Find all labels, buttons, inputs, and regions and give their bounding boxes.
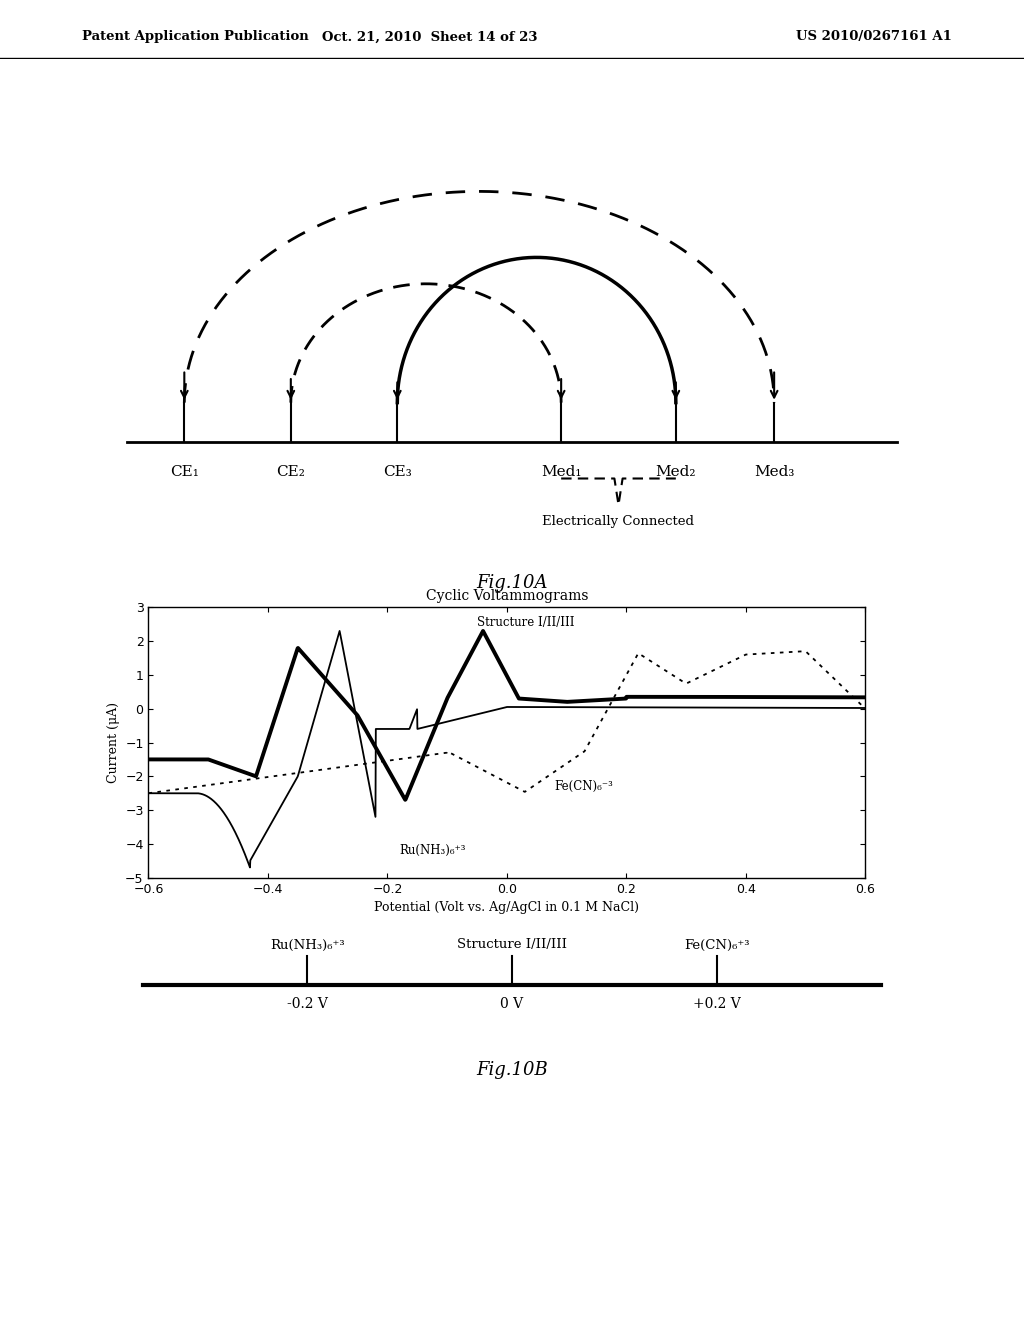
Text: CE₃: CE₃ bbox=[383, 466, 412, 479]
Text: Ru(NH₃)₆⁺³: Ru(NH₃)₆⁺³ bbox=[270, 939, 344, 952]
Text: Structure I/II/III: Structure I/II/III bbox=[457, 939, 567, 952]
X-axis label: Potential (Volt vs. Ag/AgCl in 0.1 M NaCl): Potential (Volt vs. Ag/AgCl in 0.1 M NaC… bbox=[375, 902, 639, 915]
Text: Structure I/II/III: Structure I/II/III bbox=[477, 616, 574, 628]
Text: Electrically Connected: Electrically Connected bbox=[543, 515, 694, 528]
Text: -0.2 V: -0.2 V bbox=[287, 997, 328, 1011]
Text: Med₁: Med₁ bbox=[541, 466, 582, 479]
Text: Patent Application Publication: Patent Application Publication bbox=[82, 30, 308, 44]
Text: Fig.10A: Fig.10A bbox=[476, 574, 548, 593]
Text: Fig.10B: Fig.10B bbox=[476, 1061, 548, 1080]
Text: +0.2 V: +0.2 V bbox=[693, 997, 740, 1011]
Title: Cyclic Voltammograms: Cyclic Voltammograms bbox=[426, 589, 588, 603]
Text: Fe(CN)₆⁺³: Fe(CN)₆⁺³ bbox=[684, 939, 750, 952]
Text: CE₂: CE₂ bbox=[276, 466, 305, 479]
Text: Oct. 21, 2010  Sheet 14 of 23: Oct. 21, 2010 Sheet 14 of 23 bbox=[323, 30, 538, 44]
Text: Fe(CN)₆⁻³: Fe(CN)₆⁻³ bbox=[555, 780, 613, 793]
Text: 0 V: 0 V bbox=[501, 997, 523, 1011]
Text: CE₁: CE₁ bbox=[170, 466, 199, 479]
Text: US 2010/0267161 A1: US 2010/0267161 A1 bbox=[797, 30, 952, 44]
Text: Med₃: Med₃ bbox=[754, 466, 795, 479]
Text: Med₂: Med₂ bbox=[655, 466, 696, 479]
Text: Ru(NH₃)₆⁺³: Ru(NH₃)₆⁺³ bbox=[399, 845, 466, 857]
Y-axis label: Current (μA): Current (μA) bbox=[106, 702, 120, 783]
